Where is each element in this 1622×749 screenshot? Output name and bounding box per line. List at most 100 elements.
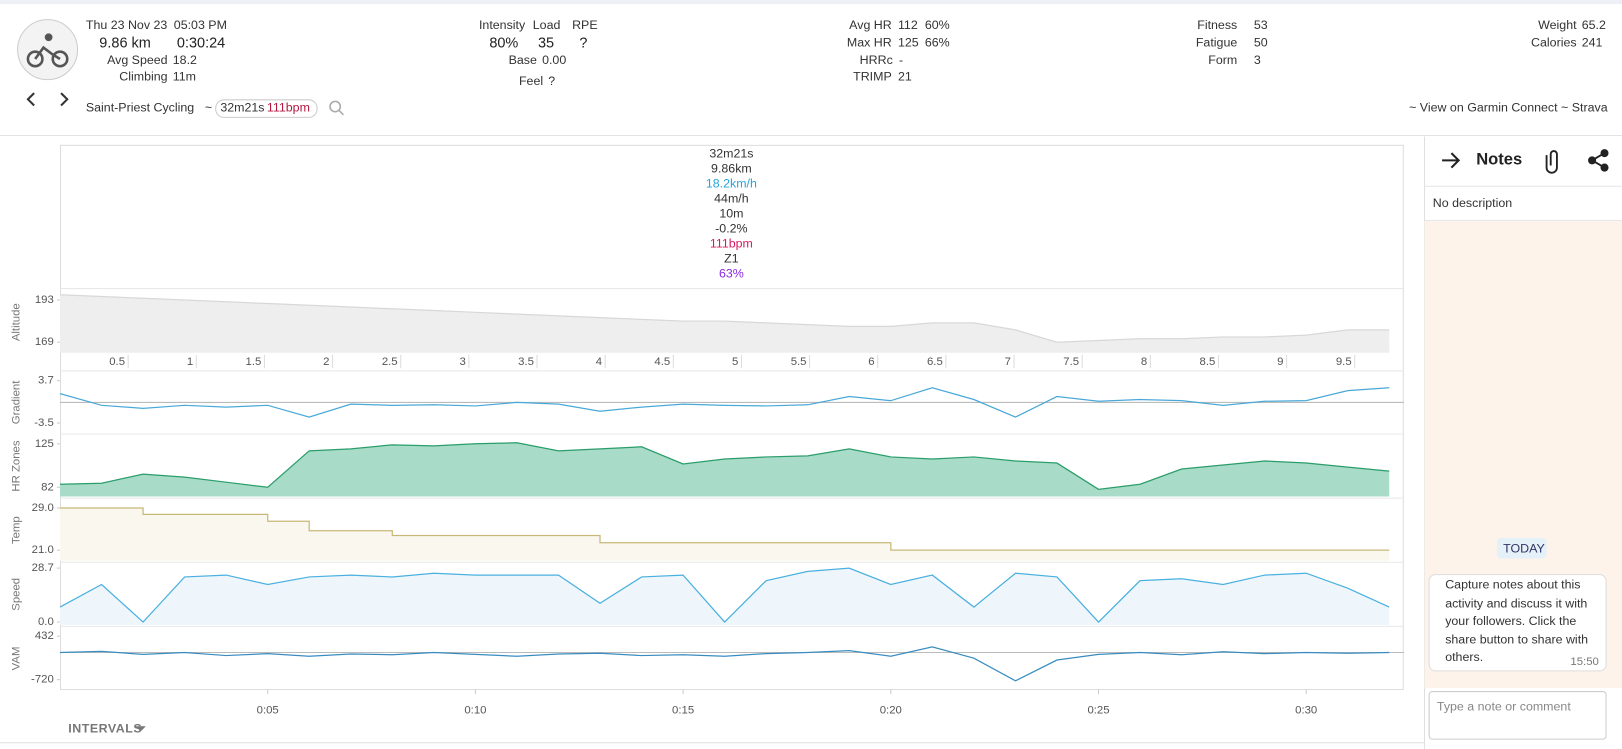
x-tick-label: 0:05: [257, 705, 279, 717]
value: 50: [1253, 35, 1268, 50]
dropdown-arrow: [135, 726, 146, 732]
comment-input[interactable]: [1428, 691, 1607, 740]
label: Avg HR: [849, 17, 892, 33]
tooltip-line: 9.86km: [711, 161, 752, 175]
distance[interactable]: 9.86 km: [99, 34, 151, 51]
value: 53: [1253, 17, 1268, 33]
y-tick-label: -3.5: [34, 417, 54, 429]
value: 21: [897, 69, 912, 84]
label: Form: [1208, 52, 1238, 68]
top-bar: [0, 0, 1622, 5]
label: Fatigue: [1195, 35, 1238, 50]
intervals-button[interactable]: INTERVALS: [68, 721, 143, 736]
distance-label: 3.5: [518, 356, 534, 368]
share-button[interactable]: [1588, 149, 1609, 172]
y-tick-label: 82: [41, 481, 54, 493]
distance-label: 4: [596, 356, 602, 368]
chip-duration: 32m21s: [220, 100, 265, 115]
value: 3: [1253, 52, 1261, 68]
distance-label: 0.5: [109, 356, 125, 368]
label: Avg Speed: [107, 52, 168, 68]
line: [59, 387, 1390, 418]
line: [60, 507, 1390, 551]
y-axis-label: Gradient: [11, 380, 23, 424]
day-label: TODAY: [1503, 541, 1545, 556]
value[interactable]: ?: [579, 34, 588, 51]
y-tick-label: 193: [35, 294, 54, 306]
next-button[interactable]: [60, 92, 69, 107]
line: [59, 646, 1390, 682]
y-tick-label: -720: [31, 674, 54, 686]
distance-label: 5: [732, 356, 738, 368]
x-tick-label: 0:30: [1295, 705, 1317, 717]
label: TRIMP: [853, 69, 892, 84]
label: HRRc: [859, 52, 893, 68]
distance-label: 4.5: [654, 356, 670, 368]
tooltip-line: 32m21s: [709, 146, 753, 160]
value[interactable]: ?: [548, 73, 556, 88]
label: Climbing: [119, 69, 168, 84]
value[interactable]: 35: [537, 34, 555, 51]
line: [59, 294, 1390, 343]
bike-icon: [26, 33, 69, 68]
tooltip-line: 111bpm: [710, 236, 753, 250]
separator: ~: [204, 100, 213, 115]
value[interactable]: 241: [1581, 35, 1603, 50]
label: Intensity: [478, 17, 526, 33]
activity-name[interactable]: Saint-Priest Cycling: [85, 100, 195, 115]
distance-label: 7: [1005, 356, 1011, 368]
y-tick-label: 21.0: [32, 544, 54, 556]
y-tick-label: 29.0: [32, 502, 54, 514]
value: 18.2: [172, 52, 197, 68]
y-tick-label: 0.0: [38, 616, 54, 628]
x-tick-label: 0:20: [880, 705, 902, 717]
label: Base: [508, 52, 537, 68]
value: 112: [897, 17, 918, 33]
value[interactable]: 65.2: [1581, 17, 1606, 33]
y-tick-label: 28.7: [32, 562, 54, 574]
date: Thu 23 Nov 23: [85, 17, 168, 33]
label: Fitness: [1197, 17, 1238, 33]
description[interactable]: No description: [1432, 195, 1513, 211]
value: 66%: [924, 35, 950, 50]
duration: 0:30:24: [176, 34, 226, 51]
external-links[interactable]: ~ View on Garmin Connect ~ Strava: [1409, 100, 1608, 115]
distance-label: 8.5: [1200, 356, 1216, 368]
tooltip-line: 44m/h: [714, 191, 749, 205]
message: Capture notes about this activity and di…: [1445, 577, 1589, 665]
line: [59, 567, 1390, 623]
comment-placeholder[interactable]: Type a note or comment: [1436, 699, 1571, 714]
distance-label: 7.5: [1063, 356, 1079, 368]
message-time: 15:50: [1570, 655, 1599, 669]
tooltip-line: 10m: [719, 206, 743, 220]
area: [60, 442, 1390, 497]
label: Max HR: [846, 35, 892, 50]
x-tick-label: 0:10: [464, 705, 486, 717]
chip-hr: 111bpm: [266, 100, 310, 115]
y-axis-label: HR Zones: [11, 440, 23, 491]
label: Calories: [1531, 35, 1577, 50]
value: -: [898, 52, 904, 68]
search-icon[interactable]: [329, 100, 345, 116]
prev-button[interactable]: [26, 92, 35, 107]
y-tick-label: 3.7: [38, 375, 54, 387]
distance-label: 9.5: [1336, 356, 1352, 368]
attach-button[interactable]: [1545, 150, 1558, 174]
distance-label: 2.5: [382, 356, 398, 368]
distance-label: 1.5: [246, 356, 262, 368]
tooltip-line: 63%: [719, 266, 744, 280]
value: 125: [897, 35, 919, 50]
close-notes-button[interactable]: [1442, 152, 1461, 169]
distance-label: 1: [187, 356, 193, 368]
label: Feel: [518, 73, 544, 88]
day-pill: [1496, 537, 1547, 559]
value[interactable]: 11m: [172, 69, 196, 84]
y-axis-label: VAM: [11, 647, 23, 671]
x-tick-label: 0:15: [672, 705, 694, 717]
y-axis-label: Speed: [11, 578, 23, 611]
tooltip-line: 18.2km/h: [706, 176, 757, 190]
y-axis-label: Altitude: [11, 303, 23, 341]
value: 80%: [489, 34, 519, 51]
tooltip-line: -0.2%: [715, 221, 747, 235]
